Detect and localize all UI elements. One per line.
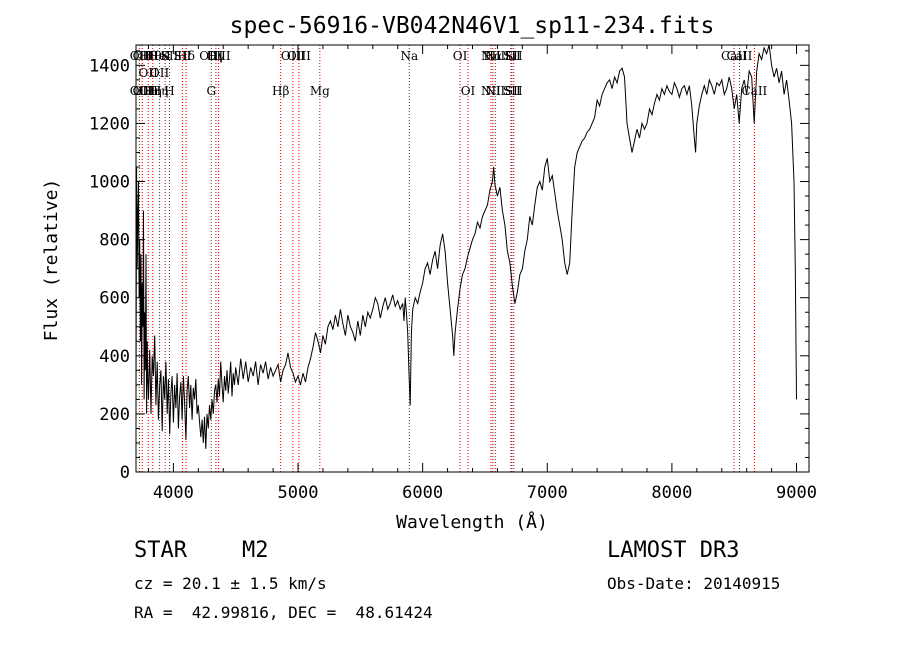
line-label: SII [505, 84, 523, 98]
line-labels: OIIOIIOIIOIIHθOIIOIIHθHηHeIOIIHηKSIIHSII… [130, 49, 768, 98]
plot-frame [135, 44, 810, 473]
y-tick-label: 1000 [89, 173, 130, 193]
x-tick-label: 5000 [278, 483, 319, 503]
coordinates-text: RA = 42.99816, DEC = 48.61424 [134, 603, 433, 622]
line-label: SII [505, 49, 523, 63]
line-label: OIII [281, 49, 305, 63]
line-label: NII [485, 84, 505, 98]
line-label: CaII [741, 84, 767, 98]
line-label: OII [130, 84, 150, 98]
line-label: OIII [199, 49, 223, 63]
line-label: Hδ [177, 49, 195, 63]
x-tick-label: 9000 [776, 483, 817, 503]
line-label: NII [481, 84, 501, 98]
spectrum-chart: spec-56916-VB042N46V1_sp11-234.fits OIIO… [41, 13, 817, 533]
axis-ticks: 4000 5000 6000 7000 8000 9000 0 200 400 600 800 100… [89, 45, 817, 503]
y-tick-label: 1400 [89, 56, 130, 76]
line-label: OI [461, 84, 476, 98]
survey-name: LAMOST DR3 [607, 538, 740, 563]
line-label: Hβ [272, 84, 289, 98]
line-label: Hγ [207, 49, 225, 63]
line-label: Li [505, 49, 517, 63]
line-label: OII [139, 66, 159, 80]
line-label: H [164, 84, 174, 98]
line-markers [138, 45, 755, 472]
line-label: Hη [144, 84, 162, 98]
spectrum-series [135, 44, 797, 449]
line-label: Hθ [139, 49, 157, 63]
y-tick-label: 400 [99, 347, 130, 367]
line-label: SII [503, 49, 521, 63]
chart-title: spec-56916-VB042N46V1_sp11-234.fits [230, 13, 715, 39]
line-label: OII [150, 66, 170, 80]
line-label: OII [139, 84, 159, 98]
object-subclass: M2 [242, 538, 269, 563]
line-label: OIII [287, 49, 311, 63]
line-label: CaII [721, 49, 747, 63]
line-label: SII [503, 84, 521, 98]
line-label: NII [481, 49, 501, 63]
line-label: OII [130, 49, 150, 63]
x-tick-label: 6000 [402, 483, 443, 503]
line-label: CaII [727, 49, 753, 63]
line-label: K [161, 49, 171, 63]
line-label: SII [161, 49, 179, 63]
line-label: OIII [207, 49, 231, 63]
y-tick-label: 200 [99, 405, 130, 425]
x-tick-label: 8000 [651, 483, 692, 503]
redshift-text: cz = 20.1 ± 1.5 km/s [134, 574, 327, 593]
line-label: OI [453, 49, 468, 63]
object-class: STAR [134, 538, 187, 563]
line-label: OII [133, 49, 153, 63]
line-label: NII [485, 49, 505, 63]
line-label: Na [400, 49, 418, 63]
y-tick-label: 1200 [89, 114, 130, 134]
line-label: Hη [151, 84, 169, 98]
y-tick-label: 0 [120, 463, 130, 483]
x-axis-label: Wavelength (Å) [396, 511, 548, 533]
line-label: Hθ [144, 49, 162, 63]
x-tick-label: 7000 [527, 483, 568, 503]
line-label: G [206, 84, 216, 98]
obs-date: Obs-Date: 20140915 [607, 574, 781, 593]
line-label: Hα [484, 49, 503, 63]
line-label: HeI [148, 49, 171, 63]
y-axis-label: Flux (relative) [41, 179, 62, 342]
line-label: Mg [310, 84, 330, 98]
line-label: SII [174, 49, 192, 63]
y-tick-label: 600 [99, 289, 130, 309]
y-tick-label: 800 [99, 231, 130, 251]
x-tick-label: 4000 [153, 483, 194, 503]
